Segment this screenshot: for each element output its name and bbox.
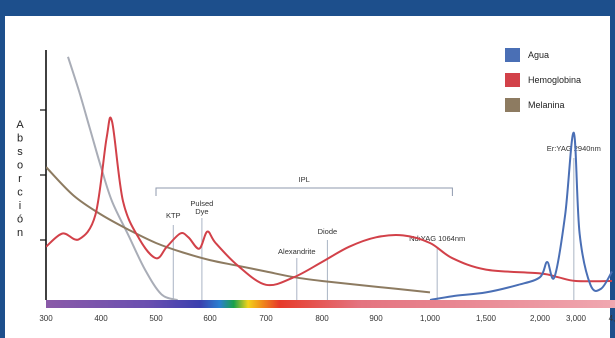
x-tick-label: 800 (315, 314, 329, 323)
series-line-hemoglobina (46, 116, 613, 287)
y-axis-letter: A (16, 119, 24, 131)
x-tick-label: 700 (259, 314, 273, 323)
x-tick-label: 1,000 (420, 314, 441, 323)
annotation-label: Alexandrite (278, 247, 316, 256)
x-tick-label: 2,000 (530, 314, 551, 323)
x-tick-label: 600 (203, 314, 217, 323)
x-tick-label: 400 (94, 314, 108, 323)
x-tick-label: 500 (149, 314, 163, 323)
ipl-bracket-label: IPL (299, 175, 310, 184)
annotation-label: Dye (195, 207, 208, 216)
legend-swatch-agua (505, 48, 520, 62)
annotation-label: Er:YAG 2940nm (547, 144, 601, 153)
series-line-agua (429, 131, 613, 300)
x-tick-label: 4, (609, 314, 615, 323)
annotation-label: Pulsed (190, 199, 213, 208)
x-tick-label: 300 (39, 314, 53, 323)
legend-swatch-melanina (505, 98, 520, 112)
spectrum-bar (46, 300, 615, 308)
legend-label-hemoglobina: Hemoglobina (528, 75, 581, 85)
legend: Agua Hemoglobina Melanina (505, 48, 581, 112)
y-axis-letter: i (19, 200, 21, 212)
y-axis-letter: ó (17, 214, 23, 226)
annotation-label: KTP (166, 211, 181, 220)
legend-swatch-hemoglobina (505, 73, 520, 87)
y-axis-letter: o (17, 160, 23, 172)
series-line-unlabeled (67, 56, 178, 300)
x-tick-labels: 300 400 500 600 700 800 900 1,000 1,500 2,000 3,00… (39, 314, 615, 323)
x-tick-label: 900 (369, 314, 383, 323)
x-tick-label: 3,000 (566, 314, 587, 323)
series-curves (46, 56, 613, 300)
y-axis-letter: b (17, 133, 23, 145)
series-line-melanina (46, 166, 431, 294)
ipl-bracket (155, 187, 453, 196)
y-axis-letter: n (17, 227, 23, 239)
y-axis-letter: c (17, 187, 23, 199)
annotation-label: Diode (318, 227, 338, 236)
y-axis-letter: r (18, 173, 22, 185)
legend-label-melanina: Melanina (528, 100, 565, 110)
legend-label-agua: Agua (528, 50, 549, 60)
y-axis-letter: s (17, 146, 23, 158)
x-tick-label: 1,500 (476, 314, 497, 323)
annotation-label: Nd:YAG 1064nm (409, 234, 465, 243)
